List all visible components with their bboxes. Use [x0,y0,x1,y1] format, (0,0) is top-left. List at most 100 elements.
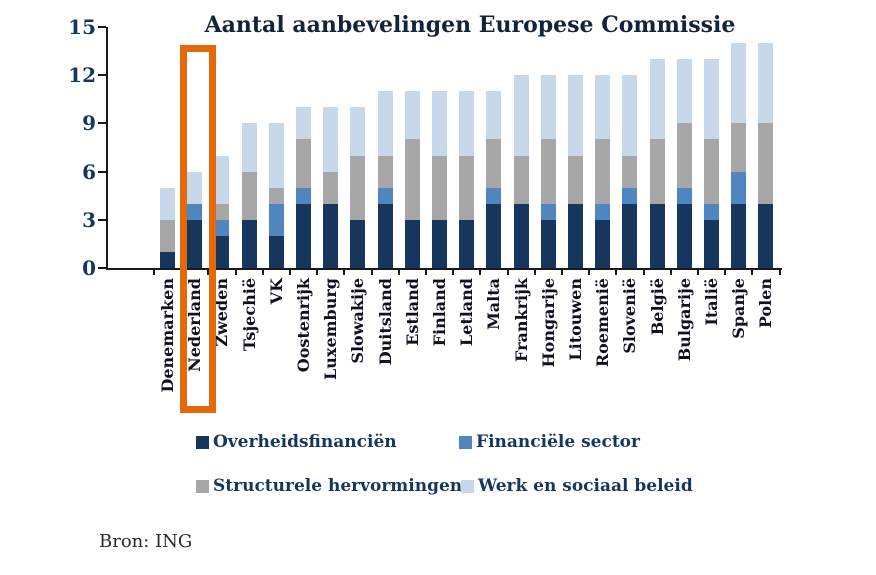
x-tick [560,270,563,275]
x-label-litouwen: Litouwen [566,278,585,361]
legend-label: Werk en sociaal beleid [478,476,693,496]
bar-segment [214,155,230,204]
bar-segment [296,203,311,268]
bar-segment [622,155,638,188]
bar-segment [540,139,556,204]
bar-segment [568,203,583,268]
y-tick [98,218,106,221]
x-tick [642,270,645,275]
stacked-bar-polen [758,43,774,268]
stacked-bar-roemenië [595,75,611,268]
bar-segment [268,235,284,268]
bar-segment [404,139,420,220]
stacked-bar-duitsland [377,91,393,268]
x-tick [152,270,155,275]
x-label-letland: Letland [457,278,477,347]
legend-swatch-navy [196,436,209,449]
bar-segment [758,43,774,124]
legend-item-overheidsfinancien: Overheidsfinanciën [196,433,397,452]
bar-segment [187,219,203,268]
bar-segment [296,187,311,204]
bar-segment [568,75,583,156]
x-tick [778,270,781,275]
bar-segment [486,139,502,188]
bar-segment [296,139,311,188]
bar-segment [704,203,719,220]
bar-segment [649,203,665,268]
x-tick [370,270,373,275]
stacked-bar-letland [459,91,475,268]
bar-segment [432,91,447,156]
stacked-bar-slowakije [350,107,366,268]
x-label-estland: Estland [402,278,422,346]
x-label-oostenrijk: Oostenrijk [294,278,313,373]
y-tick-label: 0 [82,256,96,280]
bar-segment [214,235,230,268]
bar-segment [486,203,502,268]
y-tick-label: 15 [68,15,96,39]
stacked-bar-vk [268,123,284,268]
bar-segment [323,171,339,204]
nederland-highlight-box [180,45,216,413]
y-tick [98,267,106,269]
bar-segment [649,139,665,204]
x-tick [288,270,291,275]
bar-segment [214,219,230,236]
stacked-bar-nederland [187,171,203,268]
bar-segment [241,123,257,172]
stacked-bar-hongarije [540,75,556,268]
stacked-bar-estland [404,91,420,268]
bar-segment [704,59,719,140]
bar-segment [513,203,529,268]
x-axis-labels: Denemarken Nederland Zweden Tsjechië VK Ooste… [106,277,876,422]
legend-swatch-medium-blue [459,436,472,449]
x-tick [424,270,427,275]
x-tick [316,270,319,275]
bar-segment [704,139,719,204]
x-tick [397,270,400,275]
y-tick-label: 3 [82,207,96,232]
bar-segment [214,203,230,220]
bar-segment [187,203,203,220]
bar-segment [377,91,393,156]
x-tick [696,270,699,275]
bar-segment [377,155,393,188]
y-tick [98,170,106,173]
x-label-polen: Polen [756,278,776,329]
x-label-frankrijk: Frankrijk [511,278,531,362]
legend-item-structurele-hervormingen: Structurele hervormingen [196,477,462,496]
bar-segment [160,251,175,268]
x-axis-line [106,268,782,270]
bar-segment [296,107,311,140]
bar-segment [513,75,529,156]
stacked-bar-bulgarije [676,59,692,268]
x-tick [343,270,346,275]
bar-segment [731,203,747,268]
y-tick-label: 12 [68,63,96,88]
bar-segment [731,123,747,172]
x-tick [533,270,536,275]
bar-segment [323,107,339,172]
bar-segment [486,187,502,204]
bar-segment [731,43,747,124]
x-label-italië: Italië [702,278,721,326]
x-tick [261,270,264,275]
bar-segment [268,203,284,236]
y-tick [98,26,106,28]
x-tick [669,270,672,275]
x-label-spanje: Spanje [729,278,749,339]
x-label-roemenië: Roemenië [593,278,613,368]
y-tick [98,74,106,77]
bar-segment [404,219,420,268]
bar-segment [676,59,692,124]
bar-segment [676,123,692,188]
legend-swatch-gray [196,480,209,493]
bar-segment [676,203,692,268]
bar-segment [160,187,175,220]
stacked-bar-italië [704,59,719,268]
stacked-bar-slovenië [622,75,638,268]
bar-segment [377,187,393,204]
x-tick [234,270,237,275]
bar-segment [350,219,366,268]
stacked-bar-belgië [649,59,665,268]
